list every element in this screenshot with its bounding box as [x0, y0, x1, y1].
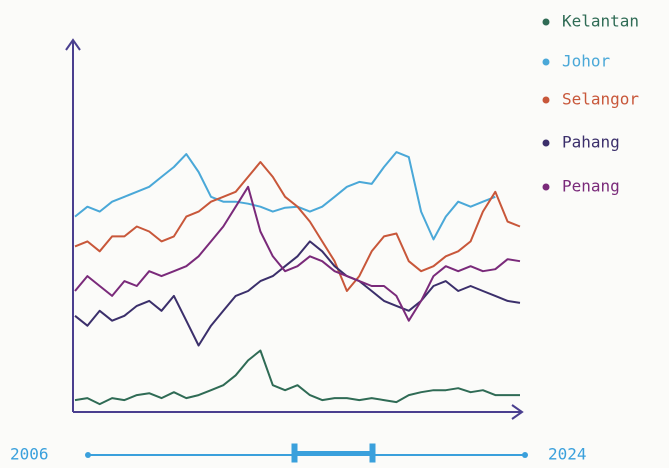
legend-marker: [542, 183, 550, 191]
legend-label: Selangor: [562, 90, 639, 109]
series-line: [74, 161, 521, 292]
legend-marker: [542, 96, 550, 104]
slider-tick: [522, 452, 528, 458]
series-line: [74, 185, 521, 322]
y-arrow: [65, 38, 81, 51]
slider-handle[interactable]: [291, 443, 298, 463]
series-line: [74, 151, 496, 241]
legend-label: Penang: [562, 177, 620, 196]
axes: [65, 38, 524, 420]
legend-marker: [542, 58, 550, 66]
x-tick-label: 2024: [548, 445, 587, 464]
legend-label: Johor: [562, 52, 611, 71]
x-arrow: [511, 404, 524, 420]
slider-tick: [85, 452, 91, 458]
legend-marker: [542, 139, 550, 147]
legend-label: Kelantan: [562, 12, 639, 31]
legend-marker: [542, 18, 550, 26]
slider-handle[interactable]: [369, 443, 376, 463]
x-tick-label: 2006: [10, 445, 49, 464]
series-line: [74, 349, 520, 406]
range-slider[interactable]: [88, 443, 525, 463]
legend-label: Pahang: [562, 133, 620, 152]
series-line: [74, 240, 521, 347]
